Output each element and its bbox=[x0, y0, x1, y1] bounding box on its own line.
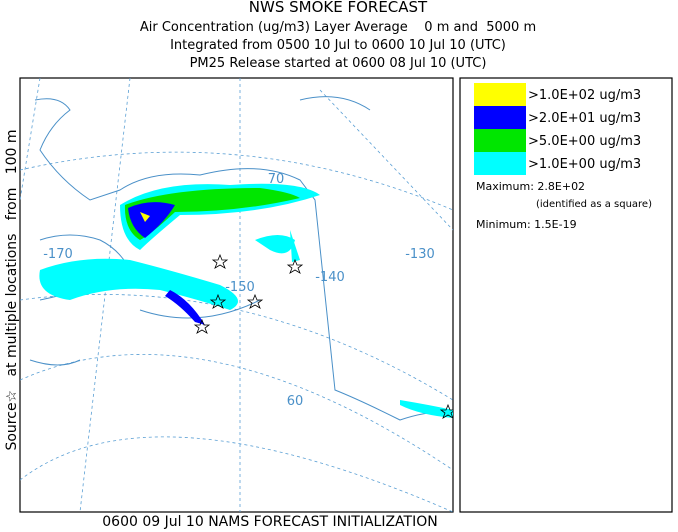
smoke-plume bbox=[255, 230, 300, 262]
legend-swatch bbox=[474, 106, 526, 129]
smoke-plume bbox=[400, 400, 453, 418]
legend-label: >1.0E+02 ug/m3 bbox=[528, 88, 641, 103]
map-frame bbox=[19, 77, 454, 513]
legend-swatch bbox=[474, 152, 526, 175]
map-label: -170 bbox=[43, 247, 73, 262]
side-label: Source☆ at multiple locations from 100 m bbox=[4, 129, 20, 450]
title: NWS SMOKE FORECAST bbox=[249, 0, 428, 16]
smoke-plume bbox=[124, 188, 300, 240]
smoke-plume bbox=[140, 212, 150, 222]
map-label: -140 bbox=[315, 270, 345, 285]
subtitle: Integrated from 0500 10 Jul to 0600 10 J… bbox=[170, 38, 506, 53]
map-label: 70 bbox=[268, 172, 285, 187]
smoke-plume bbox=[39, 258, 238, 310]
legend-swatch bbox=[474, 83, 526, 106]
map: -170 -140 -130 70 60 -150 bbox=[19, 77, 454, 513]
legend-panel: Maximum: 2.8E+02 (identified as a square… bbox=[459, 77, 673, 513]
maximum-note: (identified as a square) bbox=[536, 199, 652, 210]
map-label: -150 bbox=[225, 280, 255, 295]
map-label: -130 bbox=[405, 247, 435, 262]
legend-label: >2.0E+01 ug/m3 bbox=[528, 111, 641, 126]
legend-swatch bbox=[474, 129, 526, 152]
map-label: 60 bbox=[287, 394, 304, 409]
subtitle: Air Concentration (ug/m3) Layer Average … bbox=[140, 20, 536, 35]
subtitle: PM25 Release started at 0600 08 Jul 10 (… bbox=[190, 56, 487, 71]
footer: 0600 09 Jul 10 NAMS FORECAST INITIALIZAT… bbox=[102, 514, 437, 530]
smoke-plume bbox=[165, 290, 205, 325]
legend-label: >5.0E+00 ug/m3 bbox=[528, 134, 641, 149]
smoke-plume bbox=[128, 202, 175, 238]
minimum: Minimum: 1.5E-19 bbox=[476, 218, 577, 231]
maximum: Maximum: 2.8E+02 bbox=[476, 180, 585, 193]
legend-label: >1.0E+00 ug/m3 bbox=[528, 157, 641, 172]
